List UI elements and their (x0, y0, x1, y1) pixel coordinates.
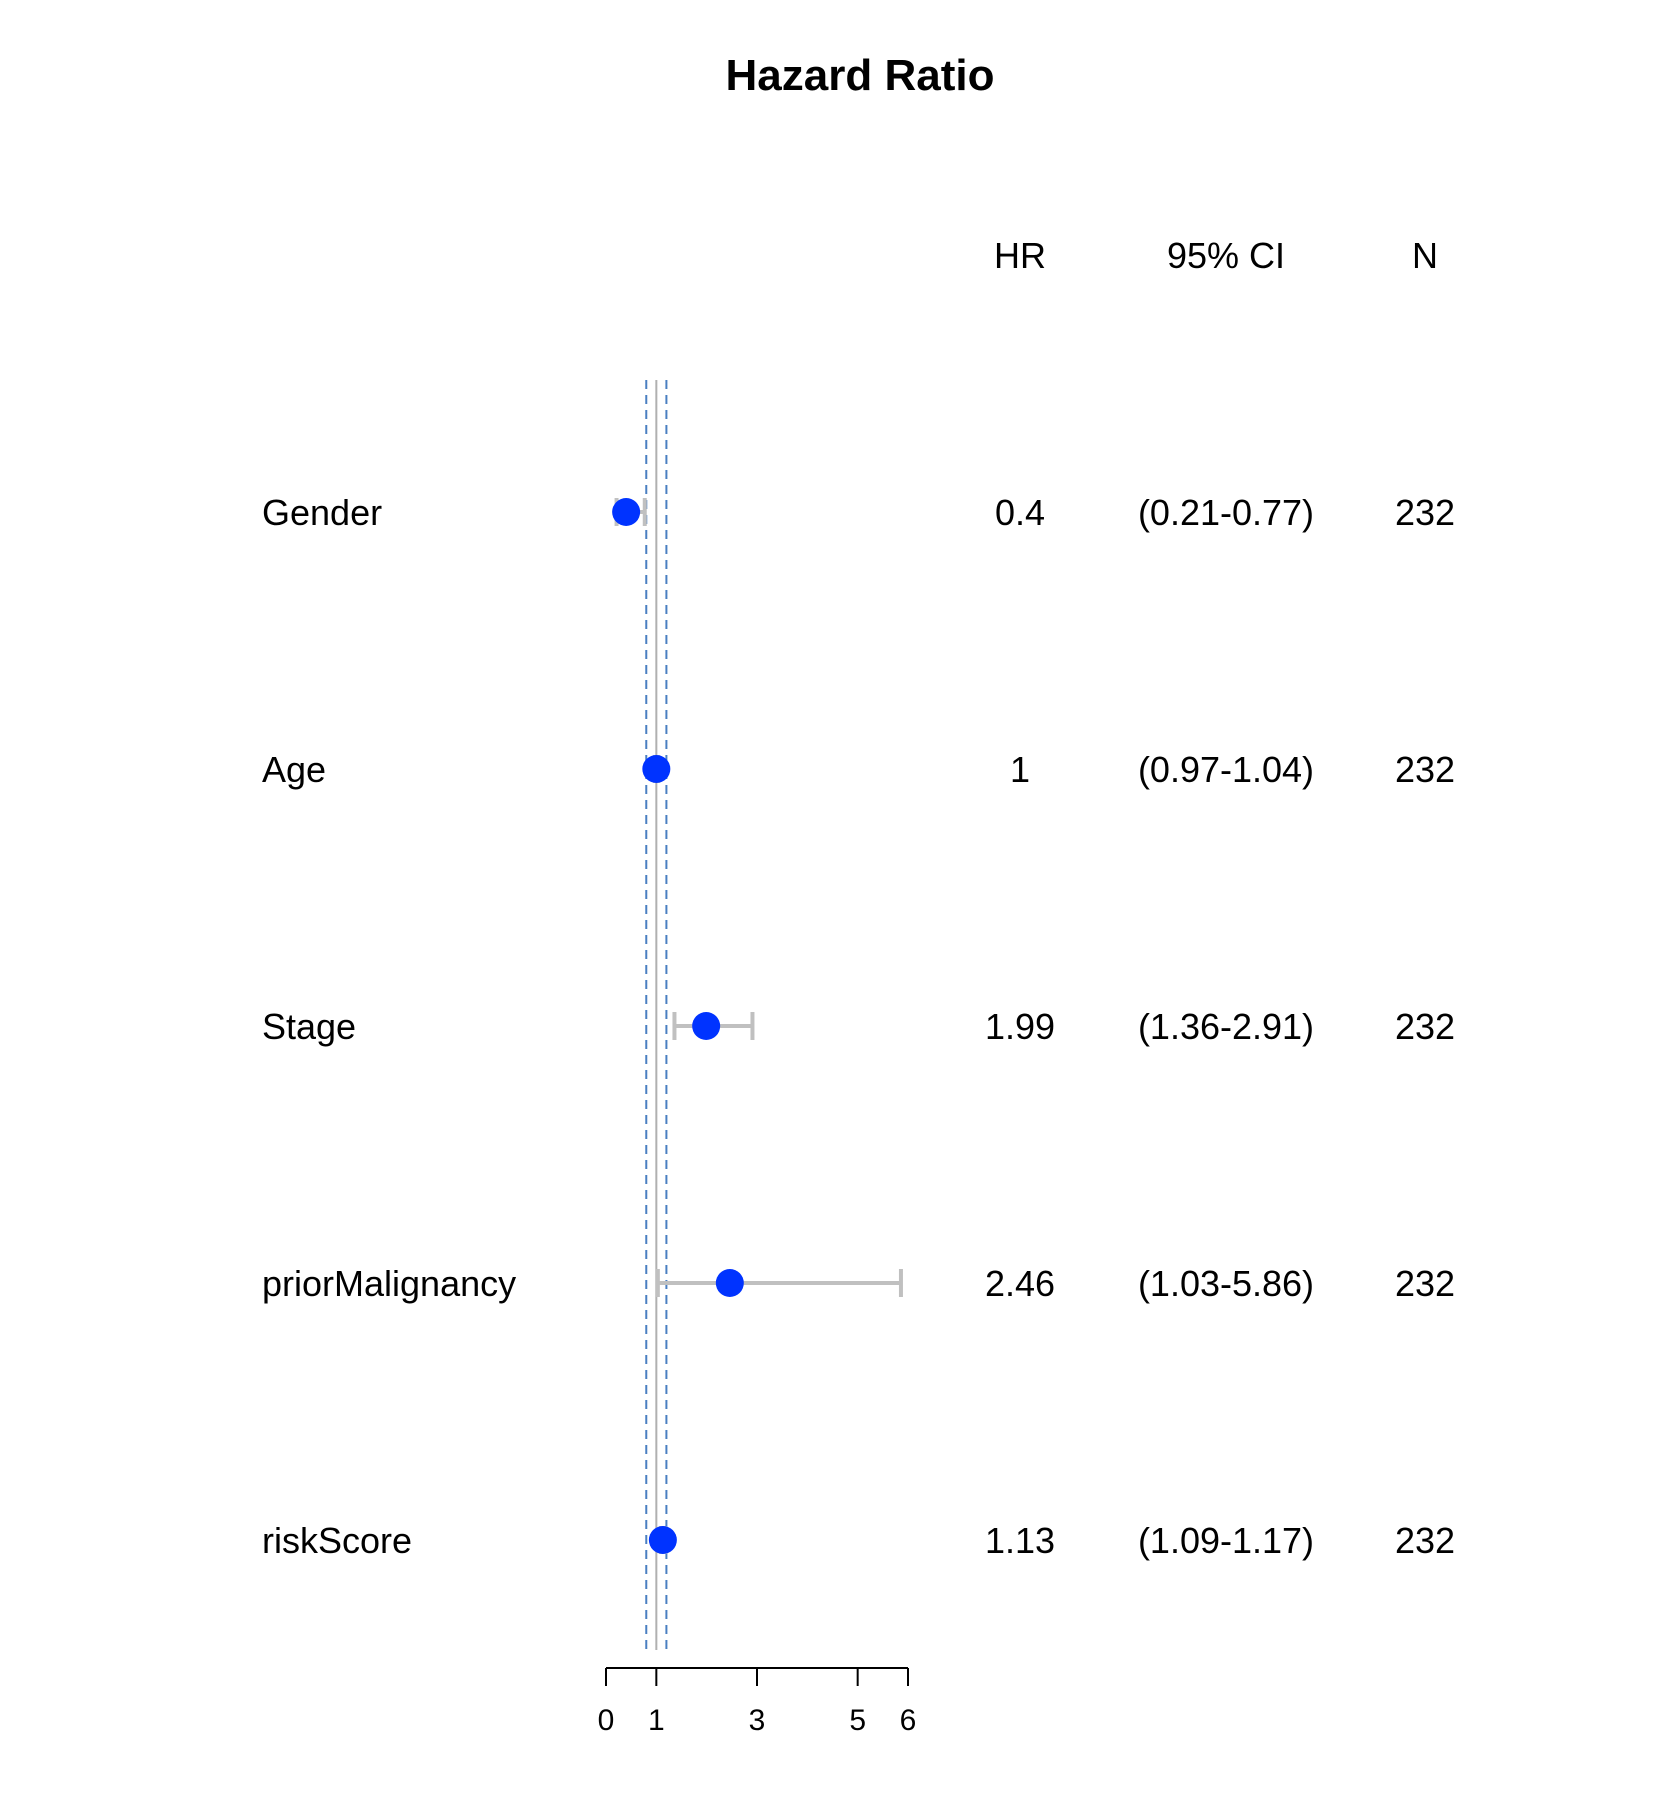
row-n: 232 (1395, 749, 1455, 790)
row-label: Stage (262, 1006, 356, 1047)
header-ci: 95% CI (1167, 235, 1285, 276)
hr-point (612, 498, 641, 526)
plot-layer: Gender 0.4 (0.21-0.77) 232 Age 1 (0.97-1.04) 23… (262, 380, 1455, 1737)
hr-point (715, 1269, 744, 1297)
row-label: Age (262, 749, 326, 790)
row-n: 232 (1395, 1263, 1455, 1304)
row-n: 232 (1395, 492, 1455, 533)
x-tick-label: 1 (648, 1704, 665, 1737)
x-tick-label: 3 (749, 1704, 766, 1737)
row-ci: (0.97-1.04) (1138, 749, 1314, 790)
header-hr: HR (994, 235, 1046, 276)
x-tick-label: 5 (849, 1704, 866, 1737)
row-label: priorMalignancy (262, 1263, 516, 1304)
header-n: N (1412, 235, 1438, 276)
row-n: 232 (1395, 1520, 1455, 1561)
hr-point (642, 755, 671, 783)
row-ci: (1.09-1.17) (1138, 1520, 1314, 1561)
row-ci: (1.36-2.91) (1138, 1006, 1314, 1047)
row-hr: 2.46 (985, 1263, 1055, 1304)
row-label: riskScore (262, 1520, 412, 1561)
row-hr: 0.4 (995, 492, 1045, 533)
hr-point (692, 1012, 721, 1040)
row-ci: (1.03-5.86) (1138, 1263, 1314, 1304)
row-label: Gender (262, 492, 382, 533)
row-n: 232 (1395, 1006, 1455, 1047)
row-hr: 1 (1010, 749, 1030, 790)
row-hr: 1.99 (985, 1006, 1055, 1047)
x-tick-label: 6 (900, 1704, 917, 1737)
chart-title: Hazard Ratio (726, 51, 995, 100)
row-hr: 1.13 (985, 1520, 1055, 1561)
hr-point (648, 1526, 677, 1554)
x-tick-label: 0 (598, 1704, 615, 1737)
row-ci: (0.21-0.77) (1138, 492, 1314, 533)
